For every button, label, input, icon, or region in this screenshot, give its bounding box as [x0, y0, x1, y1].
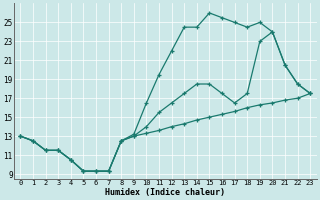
X-axis label: Humidex (Indice chaleur): Humidex (Indice chaleur) [105, 188, 225, 197]
